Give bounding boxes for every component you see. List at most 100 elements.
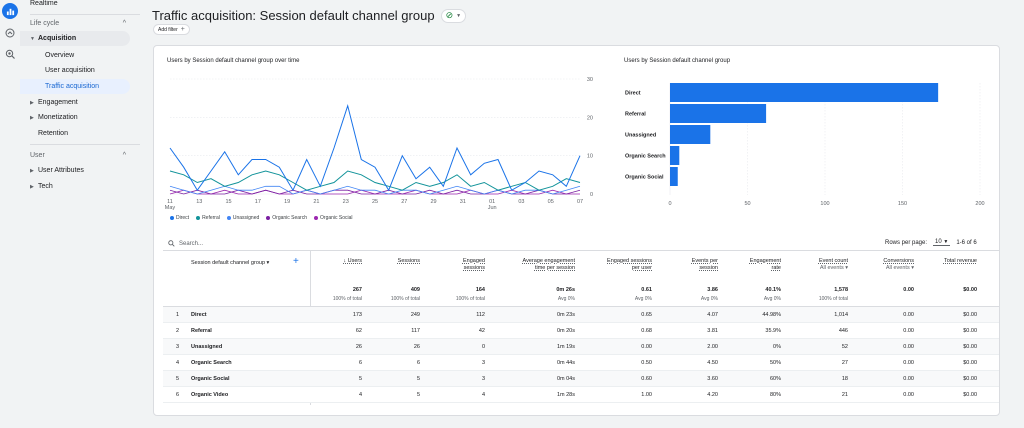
caret-right-icon: ▶ bbox=[30, 183, 34, 190]
x-tick-label: 19 bbox=[284, 199, 290, 205]
row-index: 1 bbox=[176, 312, 180, 318]
total-value: 40.1% bbox=[765, 287, 781, 293]
row-index: 5 bbox=[176, 376, 180, 382]
event-filter-dropdown[interactable]: All events ▾ bbox=[819, 265, 848, 271]
total-value: 164 bbox=[475, 287, 485, 293]
table-row[interactable] bbox=[163, 307, 999, 322]
column-header[interactable]: Average engagement time per session bbox=[485, 258, 576, 272]
plus-icon: + bbox=[180, 26, 185, 33]
column-header-label: per user bbox=[631, 265, 652, 271]
row-metric-value: 446 bbox=[838, 328, 848, 334]
row-metric-value: 0.00 bbox=[903, 360, 914, 366]
row-metric-value: 3.60 bbox=[707, 376, 718, 382]
x-tick-label: 01 bbox=[489, 199, 495, 205]
y-tick-label: 20 bbox=[587, 115, 593, 121]
column-header[interactable]: Total revenue bbox=[887, 258, 977, 265]
x-tick-label: 100 bbox=[820, 201, 829, 207]
sidebar-item-label: Engagement bbox=[38, 99, 78, 106]
legend-label: Referral bbox=[202, 215, 220, 221]
column-header-line: Engagement bbox=[691, 258, 781, 265]
x-tick-label: 07 bbox=[577, 199, 583, 205]
page-title-row: Traffic acquisition: Session default cha… bbox=[152, 8, 467, 23]
row-metric-value: 4.07 bbox=[707, 312, 718, 318]
column-header[interactable]: Engagement rate bbox=[691, 258, 781, 272]
table-row[interactable] bbox=[163, 355, 999, 370]
sidebar-section-user[interactable]: User ^ bbox=[20, 148, 130, 163]
row-dimension-value[interactable]: Organic Search bbox=[191, 360, 232, 366]
row-dimension-value[interactable]: Unassigned bbox=[191, 344, 223, 350]
legend-item[interactable]: Organic Social bbox=[314, 215, 353, 221]
legend-item[interactable]: Organic Search bbox=[266, 215, 307, 221]
advertising-icon[interactable] bbox=[2, 46, 18, 62]
sidebar-item-overview[interactable]: Overview bbox=[20, 48, 130, 63]
add-dimension-button[interactable]: + bbox=[293, 256, 299, 267]
x-tick-label: 25 bbox=[372, 199, 378, 205]
page-title: Traffic acquisition: Session default cha… bbox=[152, 8, 435, 23]
column-header-line: Engaged bbox=[395, 258, 485, 265]
legend-item[interactable]: Direct bbox=[170, 215, 189, 221]
caret-right-icon: ▶ bbox=[30, 167, 34, 174]
sidebar-item-user-attributes[interactable]: ▶ User Attributes bbox=[20, 163, 130, 178]
row-divider bbox=[163, 354, 999, 355]
nav-rail bbox=[0, 0, 20, 428]
row-metric-value: 0.00 bbox=[903, 392, 914, 398]
column-header[interactable]: Event count All events ▾ bbox=[758, 258, 848, 272]
event-filter-dropdown[interactable]: All events ▾ bbox=[885, 265, 914, 271]
total-subtext: 100% of total bbox=[390, 296, 420, 302]
row-metric-value: 50% bbox=[769, 360, 781, 366]
section-label: Life cycle bbox=[30, 20, 60, 27]
sidebar-item-acquisition[interactable]: ▼ Acquisition bbox=[20, 31, 130, 46]
row-dimension-value[interactable]: Organic Social bbox=[191, 376, 230, 382]
x-tick-label: 29 bbox=[431, 199, 437, 205]
row-dimension-value[interactable]: Direct bbox=[191, 312, 207, 318]
row-metric-value: $0.00 bbox=[963, 392, 977, 398]
row-dimension-value[interactable]: Organic Video bbox=[191, 392, 229, 398]
row-metric-value: $0.00 bbox=[963, 376, 977, 382]
column-header-label: Engagement bbox=[749, 258, 781, 264]
sidebar-item-realtime[interactable]: Realtime bbox=[20, 0, 130, 11]
pagination-controls: Rows per page: 10 ▼ 1-6 of 6 bbox=[885, 239, 977, 246]
sidebar-item-traffic-acquisition[interactable]: Traffic acquisition bbox=[20, 79, 130, 94]
row-dimension-value[interactable]: Referral bbox=[191, 328, 212, 334]
column-header[interactable]: Sessions bbox=[330, 258, 420, 265]
table-search[interactable]: Search... bbox=[168, 240, 203, 247]
add-filter-button[interactable]: Add filter + bbox=[153, 24, 190, 35]
column-header-line: Total revenue bbox=[887, 258, 977, 265]
legend-label: Organic Search bbox=[272, 215, 308, 221]
report-status-chip[interactable]: ⊘ ▼ bbox=[440, 8, 467, 23]
divider bbox=[30, 144, 140, 145]
sidebar-section-lifecycle[interactable]: Life cycle ^ bbox=[20, 16, 130, 31]
sidebar-item-user-acquisition[interactable]: User acquisition bbox=[20, 63, 130, 78]
search-placeholder: Search... bbox=[179, 240, 204, 247]
series-line-referral bbox=[169, 170, 581, 191]
table-row[interactable] bbox=[163, 323, 999, 338]
sidebar-item-retention[interactable]: Retention bbox=[20, 126, 130, 141]
column-header[interactable]: Events per session bbox=[628, 258, 718, 272]
column-header-line: Engaged sessions bbox=[562, 258, 652, 265]
row-metric-value: 27 bbox=[841, 360, 848, 366]
table-row[interactable] bbox=[163, 371, 999, 386]
row-metric-value: 173 bbox=[352, 312, 362, 318]
column-header[interactable]: Conversions All events ▾ bbox=[824, 258, 914, 272]
sidebar-item-engagement[interactable]: ▶ Engagement bbox=[20, 95, 130, 110]
column-header[interactable]: ↓ Users bbox=[272, 258, 362, 265]
table-row[interactable] bbox=[163, 339, 999, 354]
category-label: Unassigned bbox=[625, 133, 656, 139]
column-header[interactable]: Engaged sessions per user bbox=[562, 258, 652, 272]
x-tick-label: 03 bbox=[518, 199, 524, 205]
legend-label: Organic Social bbox=[320, 215, 353, 221]
rows-per-page-select[interactable]: 10 ▼ bbox=[933, 239, 951, 246]
row-metric-value: 0.00 bbox=[641, 344, 652, 350]
bar-organic-search bbox=[670, 146, 680, 165]
dimension-header[interactable]: Session default channel group ▾ bbox=[191, 260, 269, 267]
column-header[interactable]: Engaged sessions bbox=[395, 258, 485, 272]
legend-item[interactable]: Referral bbox=[196, 215, 220, 221]
reports-icon[interactable] bbox=[2, 3, 18, 19]
table-row[interactable] bbox=[163, 387, 999, 402]
sidebar-item-tech[interactable]: ▶ Tech bbox=[20, 179, 130, 194]
explore-icon[interactable] bbox=[2, 25, 18, 41]
x-tick-label: May bbox=[165, 205, 176, 211]
sidebar-item-monetization[interactable]: ▶ Monetization bbox=[20, 110, 130, 125]
row-index: 6 bbox=[176, 392, 180, 398]
legend-item[interactable]: Unassigned bbox=[226, 215, 259, 221]
